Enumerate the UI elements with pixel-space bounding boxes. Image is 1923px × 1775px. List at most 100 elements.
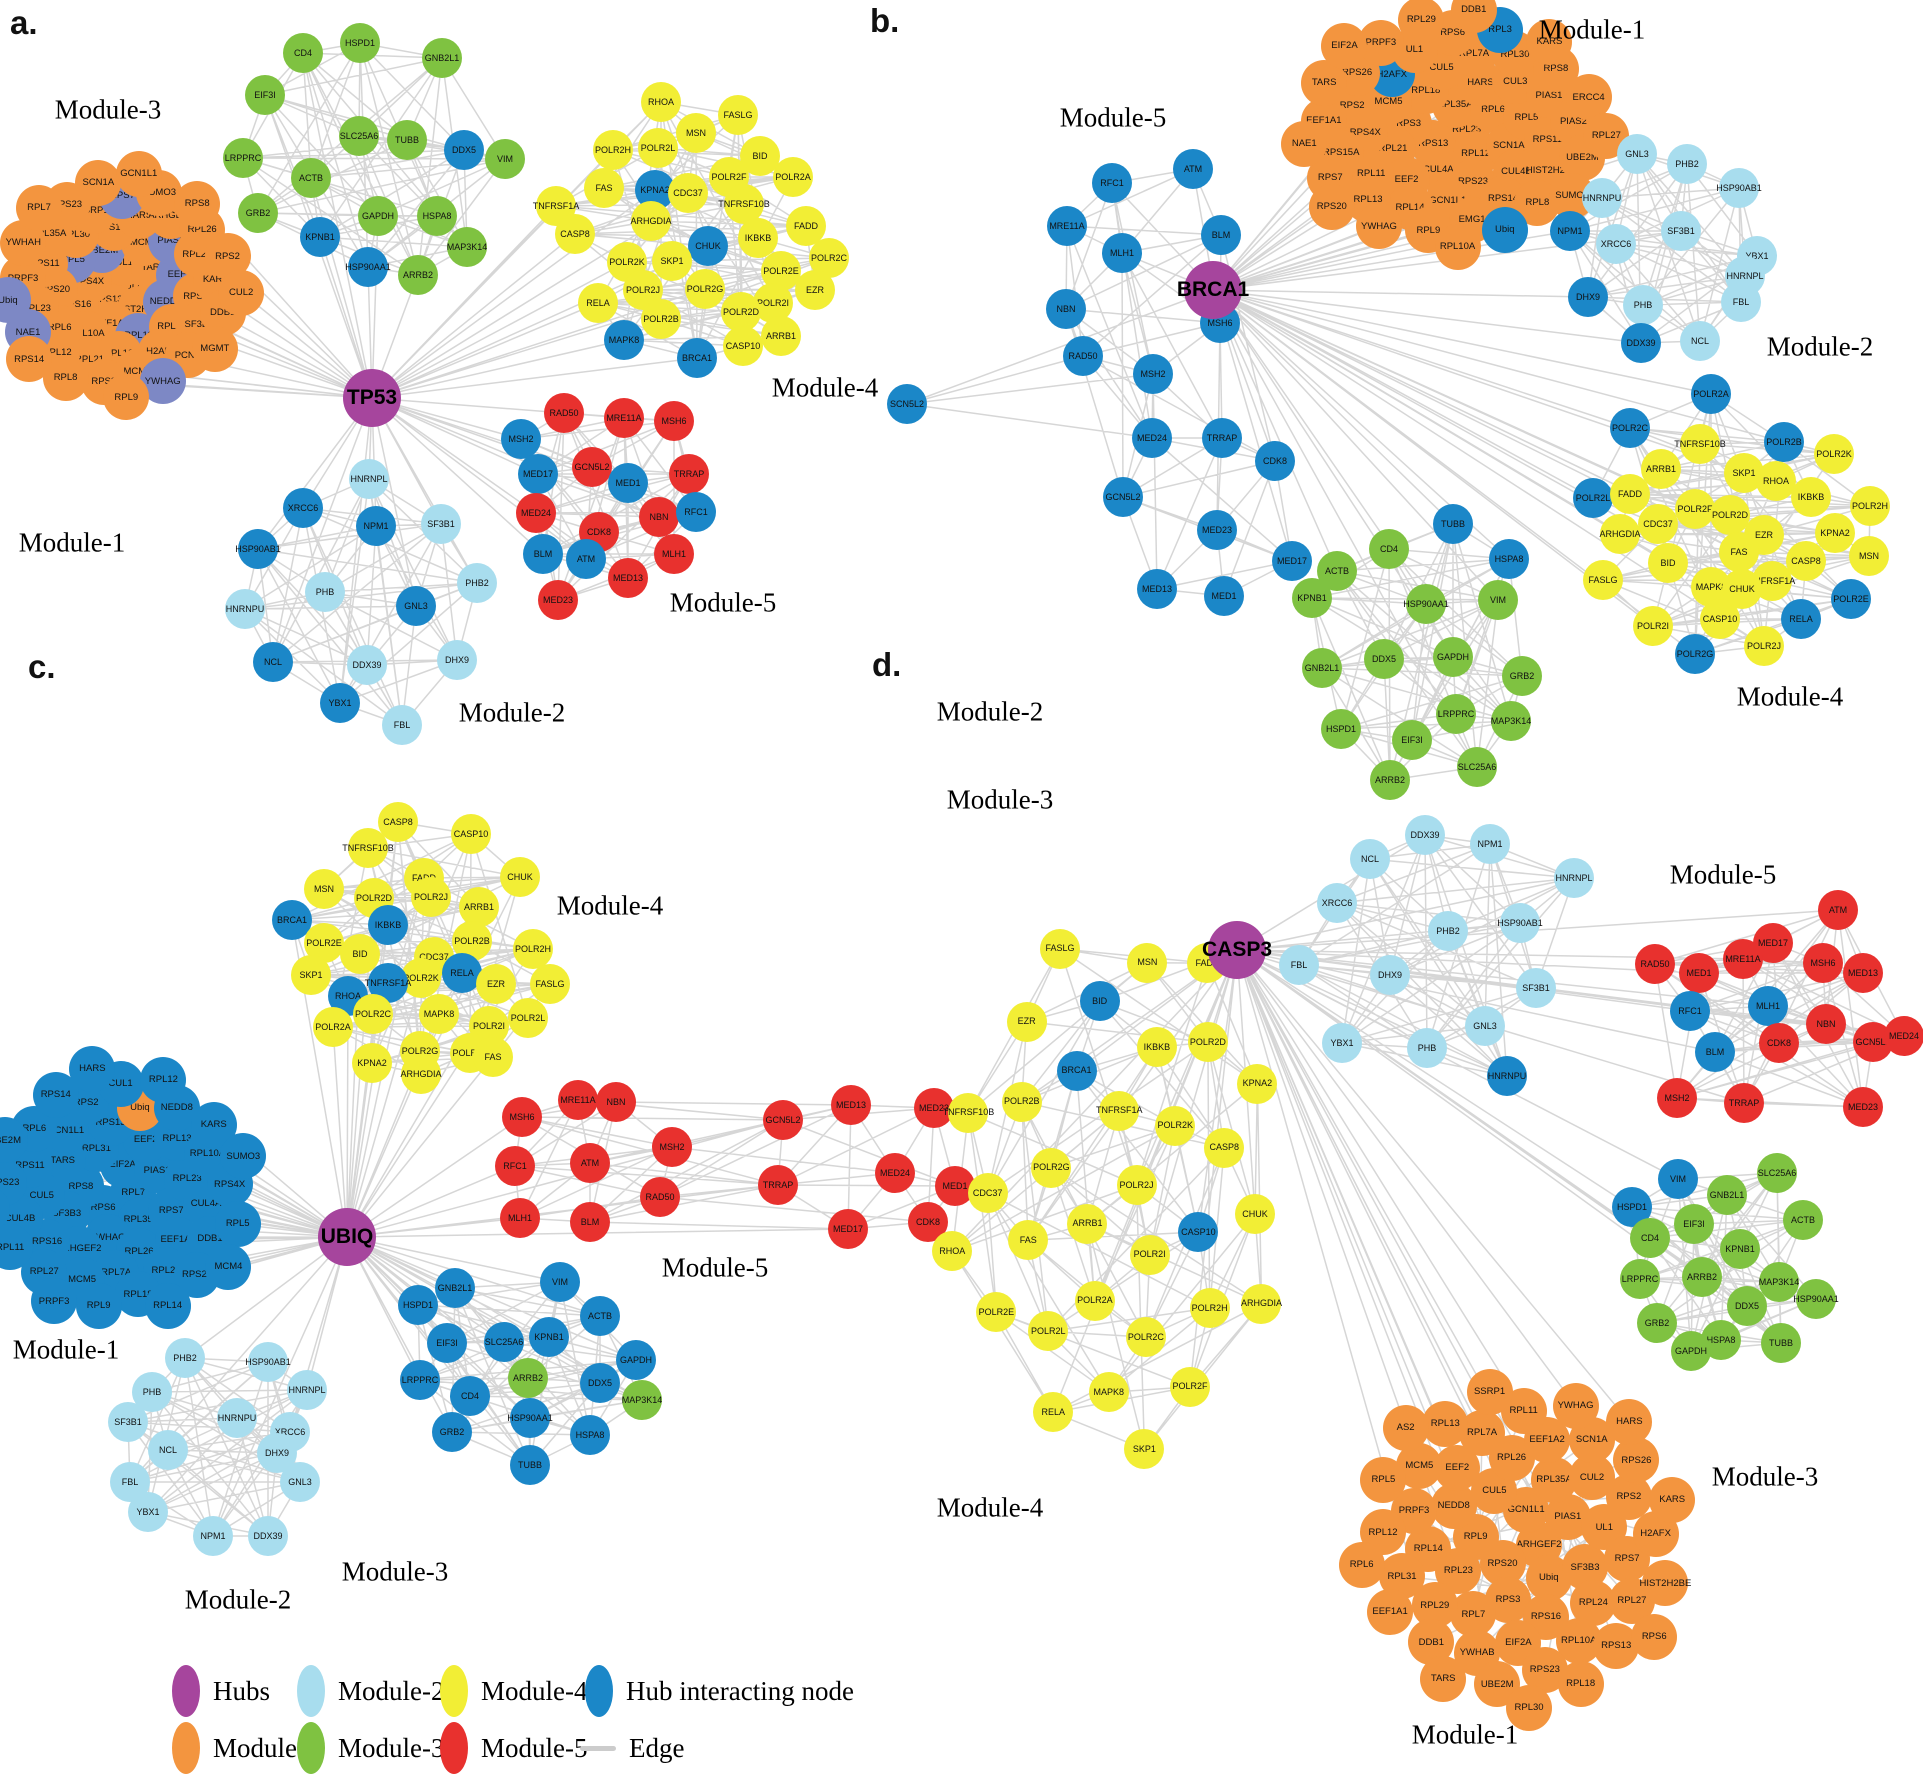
node-sf3b1: SF3B1 [1516, 968, 1556, 1008]
node-rpl30: RPL30 [1506, 1684, 1553, 1731]
node-msh6: MSH6 [654, 401, 694, 441]
hub-node-casp3: CASP3 [1202, 921, 1272, 979]
node-med17: MED17 [518, 454, 558, 494]
node-skp1: SKP1 [1124, 1429, 1165, 1470]
legend-label-module-5: Module-5 [481, 1732, 588, 1763]
node-msh2: MSH2 [1133, 354, 1173, 394]
node-mapk8: MAPK8 [604, 320, 644, 360]
node-hspd1: HSPD1 [340, 23, 380, 63]
node-polr2b: POLR2B [1001, 1081, 1042, 1122]
node-rps6: RPS6 [1631, 1613, 1678, 1660]
node-msh6: MSH6 [502, 1097, 542, 1137]
node-casp8: CASP8 [1204, 1127, 1245, 1168]
node-actb: ACTB [1783, 1200, 1823, 1240]
node-msh2: MSH2 [501, 419, 541, 459]
node-ddx5: DDX5 [1364, 639, 1404, 679]
node-lrpprc: LRPPRC [1436, 694, 1476, 734]
legend-label-hubs: Hubs [213, 1675, 271, 1706]
node-kpnb1: KPNB1 [529, 1317, 569, 1357]
node-arrb2: ARRB2 [398, 255, 438, 295]
node-rpl9: RPL9 [103, 374, 150, 421]
node-gcn1l1: GCN1L1 [115, 150, 162, 197]
node-hnrnpu: HNRNPU [1582, 178, 1622, 218]
node-map3k14: MAP3K14 [1491, 701, 1531, 741]
node-vim: VIM [540, 1262, 580, 1302]
node-grb2: GRB2 [1502, 656, 1542, 696]
node-casp10: CASP10 [723, 326, 763, 366]
node-mlh1: MLH1 [500, 1198, 540, 1238]
legend-item-module-5: Module-5 [440, 1721, 587, 1775]
node-polr2c: POLR2C [1610, 408, 1650, 448]
node-med1: MED1 [608, 463, 648, 503]
node-fbl: FBL [1279, 945, 1319, 985]
node-tnfrsf1a: TNFRSF1A [533, 186, 579, 226]
node-nbn: NBN [639, 497, 679, 537]
module-label-module-1: Module-1 [12, 1334, 120, 1365]
node-rps20: RPS20 [1308, 183, 1355, 230]
hub-node-tp53: TP53 [343, 369, 401, 427]
node-ddx39: DDX39 [1405, 815, 1445, 855]
node-hsp90ab1: HSP90AB1 [1497, 903, 1543, 943]
node-trrap: TRRAP [1202, 418, 1242, 458]
node-polr2g: POLR2G [1675, 634, 1715, 674]
node-rpl18: RPL18 [1557, 1660, 1604, 1707]
node-ddx39: DDX39 [347, 645, 387, 685]
node-rpl5: RPL5 [214, 1201, 261, 1248]
node-rfc1: RFC1 [495, 1146, 535, 1186]
module-label-module-5: Module-5 [669, 587, 777, 618]
module-label-module-2: Module-2 [458, 697, 566, 728]
node-kpnb1: KPNB1 [1720, 1229, 1760, 1269]
hub-node-ubiq: UBIQ [318, 1208, 376, 1266]
node-polr2a: POLR2A [313, 1007, 353, 1047]
module-label-module-2: Module-2 [184, 1584, 292, 1615]
node-mre11a: MRE11A [604, 398, 644, 438]
node-slc25a6: SLC25A6 [1757, 1153, 1797, 1193]
node-tnfrsf1a: TNFRSF1A [1096, 1090, 1142, 1131]
node-ercc4: ERCC4 [1565, 74, 1612, 121]
node-polr2f: POLR2F [1675, 489, 1715, 529]
node-gnb2l1: GNB2L1 [1302, 648, 1342, 688]
node-bid: BID [340, 934, 380, 974]
node-rhoa: RHOA [641, 82, 681, 122]
node-fbl: FBL [382, 705, 422, 745]
node-med13: MED13 [1843, 953, 1883, 993]
node-arhgdia: ARHGDIA [1600, 514, 1641, 554]
node-scn5l2: SCN5L2 [887, 384, 927, 424]
node-ikbkb: IKBKB [1791, 477, 1831, 517]
module-4-swatch-icon [440, 1665, 468, 1717]
module-label-module-5: Module-5 [1669, 859, 1777, 890]
node-kpna2: KPNA2 [1237, 1063, 1278, 1104]
node-nbn: NBN [1046, 289, 1086, 329]
node-grb2: GRB2 [432, 1412, 472, 1452]
node-vim: VIM [1478, 580, 1518, 620]
node-polr2k: POLR2K [401, 958, 441, 998]
node-skp1: SKP1 [652, 241, 692, 281]
edge-line-icon [580, 1745, 616, 1751]
legend-item-hub-interacting-node: Hub interacting node [585, 1664, 854, 1718]
node-nae1: NAE1 [1281, 121, 1328, 168]
node-med24: MED24 [875, 1153, 915, 1193]
node-mapk8: MAPK8 [1088, 1372, 1129, 1413]
node-ubiq: Ubiq [1481, 207, 1528, 254]
node-hars: HARS [1606, 1399, 1653, 1446]
node-tars: TARS [1420, 1655, 1467, 1702]
node-polr2f: POLR2F [1169, 1366, 1210, 1407]
node-cdk8: CDK8 [1255, 441, 1295, 481]
node-sf3b1: SF3B1 [108, 1402, 148, 1442]
module-label-module-2: Module-2 [936, 696, 1044, 727]
node-map3k14: MAP3K14 [1759, 1262, 1799, 1302]
node-gapdh: GAPDH [616, 1340, 656, 1380]
node-actb: ACTB [291, 158, 331, 198]
node-ddx39: DDX39 [248, 1516, 288, 1556]
node-phb2: PHB2 [165, 1338, 205, 1378]
node-cdk8: CDK8 [1759, 1023, 1799, 1063]
node-polr2g: POLR2G [685, 269, 725, 309]
node-map3k14: MAP3K14 [622, 1380, 662, 1420]
node-atm: ATM [570, 1143, 610, 1183]
legend-item-module-2: Module-2 [297, 1664, 444, 1718]
legend-item-module-4: Module-4 [440, 1664, 587, 1718]
node-casp10: CASP10 [1178, 1212, 1219, 1252]
node-gapdh: GAPDH [1433, 637, 1473, 677]
node-trrap: TRRAP [758, 1165, 798, 1205]
node-dhx9: DHX9 [257, 1433, 297, 1473]
